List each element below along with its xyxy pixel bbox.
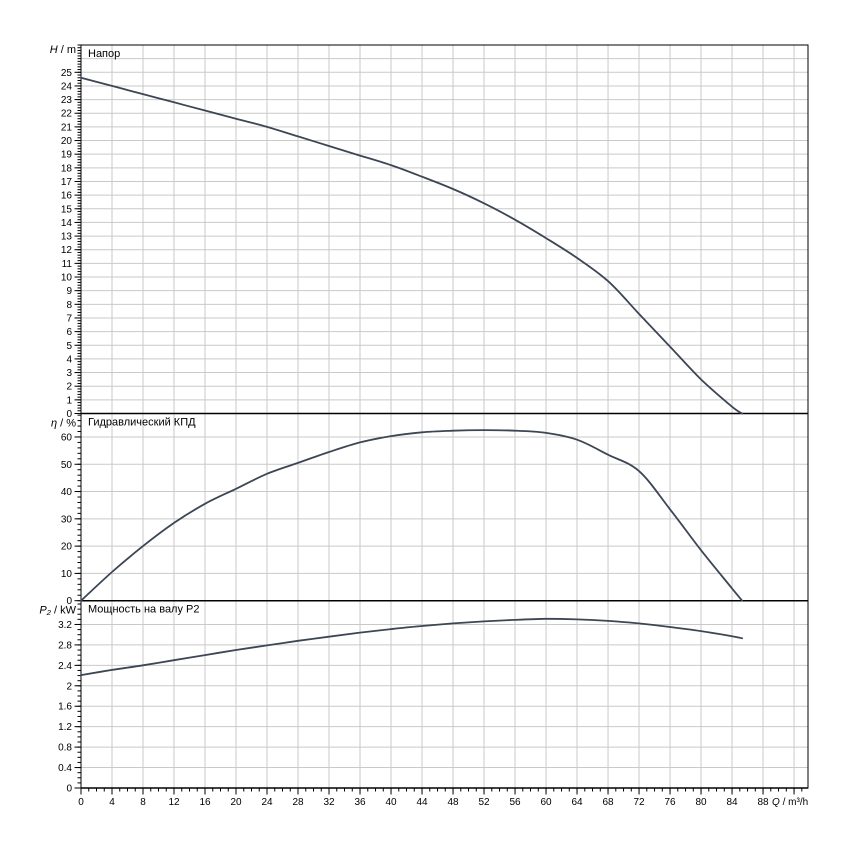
head-curve [80,76,743,415]
svg-text:30: 30 [61,514,73,525]
svg-text:10: 10 [61,569,73,580]
svg-text:16: 16 [61,191,73,202]
svg-text:44: 44 [416,797,428,808]
svg-text:0: 0 [66,596,72,607]
svg-text:2: 2 [66,382,72,393]
svg-text:23: 23 [61,95,73,106]
y-ticks-power [74,603,81,789]
y-tick-labels-power: 0 0.4 0.8 1.2 1.6 2 2.4 2.8 3.2 [58,620,72,795]
svg-text:9: 9 [66,286,72,297]
y-tick-labels-efficiency: 0 10 20 30 40 50 60 [61,432,73,607]
svg-text:56: 56 [509,797,521,808]
svg-text:1.6: 1.6 [58,702,72,713]
x-tick-labels: 0 4 8 12 16 20 24 28 32 36 40 44 48 52 56 60 64 68 72 76 80 8… [78,797,769,808]
svg-text:84: 84 [726,797,738,808]
svg-text:1: 1 [66,395,72,406]
svg-text:0.8: 0.8 [58,743,72,754]
svg-text:24: 24 [61,81,73,92]
svg-text:1.2: 1.2 [58,722,72,733]
svg-text:4: 4 [109,797,115,808]
svg-text:28: 28 [292,797,304,808]
svg-text:68: 68 [602,797,614,808]
svg-text:24: 24 [261,797,273,808]
svg-text:5: 5 [66,341,72,352]
svg-text:8: 8 [140,797,146,808]
svg-text:8: 8 [66,300,72,311]
svg-text:10: 10 [61,273,73,284]
panel-title-efficiency: Гидравлический КПД [88,417,196,429]
svg-text:36: 36 [354,797,366,808]
svg-text:76: 76 [664,797,676,808]
svg-text:52: 52 [478,797,490,808]
svg-text:0.4: 0.4 [58,763,72,774]
h-gridlines-head [81,58,808,401]
svg-text:18: 18 [61,163,73,174]
svg-text:12: 12 [168,797,180,808]
svg-text:60: 60 [61,432,73,443]
y-ticks-efficiency [74,414,81,602]
svg-text:50: 50 [61,460,73,471]
svg-text:0: 0 [66,409,72,420]
y-axis-unit-label-efficiency: η / % [51,418,76,430]
svg-text:80: 80 [695,797,707,808]
svg-text:72: 72 [633,797,645,808]
svg-text:4: 4 [66,354,72,365]
efficiency-curve [80,429,743,602]
svg-text:11: 11 [62,259,73,270]
svg-text:48: 48 [447,797,459,808]
svg-text:7: 7 [66,313,72,324]
svg-text:64: 64 [571,797,583,808]
y-ticks-head [74,44,81,414]
svg-text:40: 40 [61,487,73,498]
svg-text:40: 40 [385,797,397,808]
svg-text:3.2: 3.2 [58,620,72,631]
svg-text:2: 2 [66,681,72,692]
panel-title-power: Мощность на валу P2 [88,604,200,616]
h-gridlines-efficiency [81,436,808,574]
svg-text:15: 15 [61,204,73,215]
svg-text:17: 17 [61,177,73,188]
svg-text:21: 21 [61,122,73,133]
svg-text:22: 22 [61,109,73,120]
svg-text:14: 14 [61,218,73,229]
svg-text:3: 3 [66,368,72,379]
vertical-gridlines [111,45,795,788]
svg-text:19: 19 [61,150,73,161]
svg-text:2.4: 2.4 [58,661,72,672]
svg-text:2.8: 2.8 [58,640,72,651]
svg-text:20: 20 [230,797,242,808]
svg-text:16: 16 [199,797,211,808]
panel-title-head: Напор [88,48,120,60]
y-axis-unit-label-head: H / m [50,44,76,56]
x-axis-unit-label: Q / m³/h [772,797,808,808]
svg-text:20: 20 [61,136,73,147]
power-curve [80,617,743,676]
svg-text:88: 88 [757,797,769,808]
svg-text:20: 20 [61,542,73,553]
x-ticks [80,788,803,795]
svg-text:60: 60 [540,797,552,808]
svg-text:13: 13 [61,232,73,243]
svg-text:0: 0 [78,797,84,808]
y-tick-labels-head: 0123456789101112131415161718192021222324… [61,68,73,420]
svg-text:25: 25 [61,68,73,79]
svg-text:6: 6 [66,327,72,338]
svg-text:0: 0 [66,784,72,795]
y-axis-unit-label-power: P₂ / kW [39,605,76,617]
svg-text:32: 32 [323,797,335,808]
svg-text:12: 12 [61,245,73,256]
